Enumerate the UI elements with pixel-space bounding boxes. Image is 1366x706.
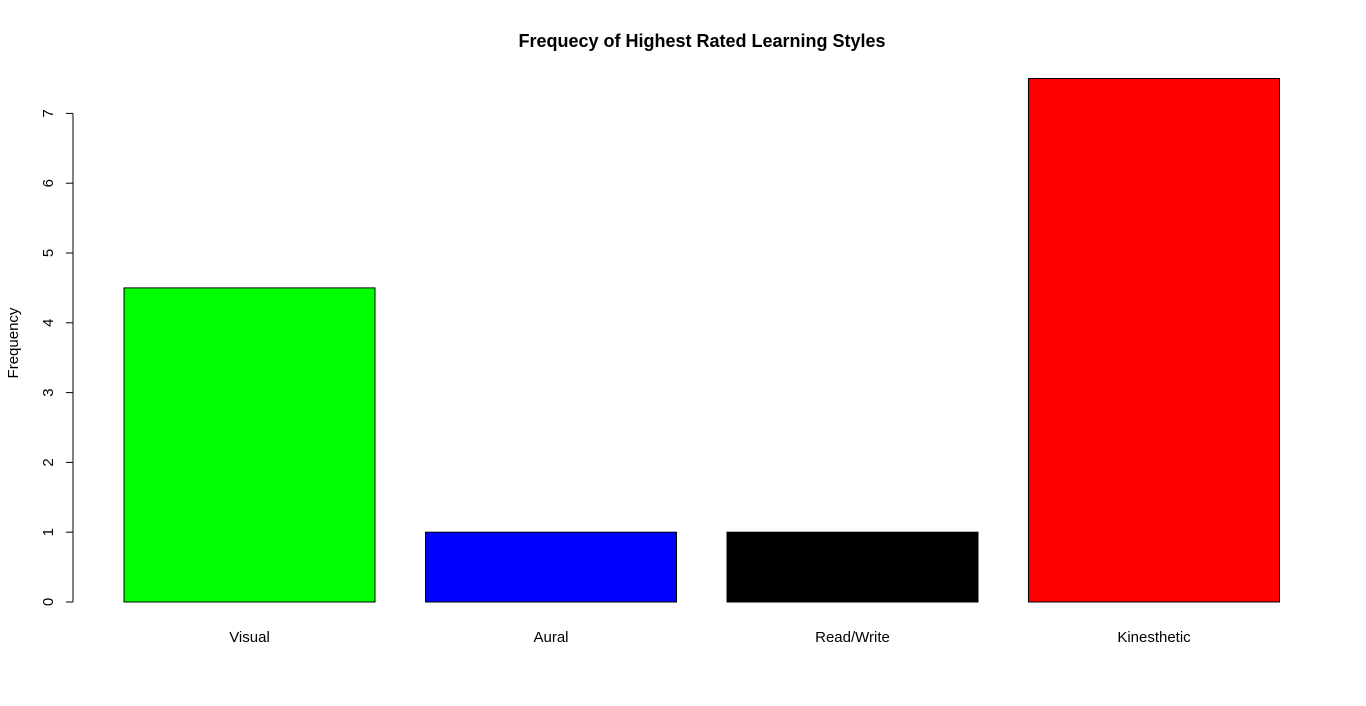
y-tick-label: 0 xyxy=(40,598,57,606)
y-tick-label: 2 xyxy=(40,458,57,466)
x-category-label: Read/Write xyxy=(815,629,890,646)
y-tick-label: 4 xyxy=(40,319,57,327)
x-category-label: Aural xyxy=(533,629,568,646)
y-tick-label: 7 xyxy=(40,109,57,117)
y-tick-label: 6 xyxy=(40,179,57,187)
bar-read-write xyxy=(726,531,979,603)
y-tick-label: 1 xyxy=(40,528,57,536)
chart-title: Frequecy of Highest Rated Learning Style… xyxy=(518,31,885,51)
y-axis-label: Frequency xyxy=(5,307,22,378)
bar-aural xyxy=(425,531,677,603)
bars xyxy=(123,78,1280,603)
bar-visual xyxy=(123,287,376,603)
bar-kinesthetic xyxy=(1028,78,1280,603)
y-axis: 0 1 2 3 4 5 6 7 xyxy=(40,109,74,606)
x-category-label: Kinesthetic xyxy=(1117,629,1191,646)
x-axis-labels: Visual Aural Read/Write Kinesthetic xyxy=(229,629,1191,646)
y-tick-label: 5 xyxy=(40,249,57,257)
y-tick-label: 3 xyxy=(40,388,57,396)
x-category-label: Visual xyxy=(229,629,270,646)
